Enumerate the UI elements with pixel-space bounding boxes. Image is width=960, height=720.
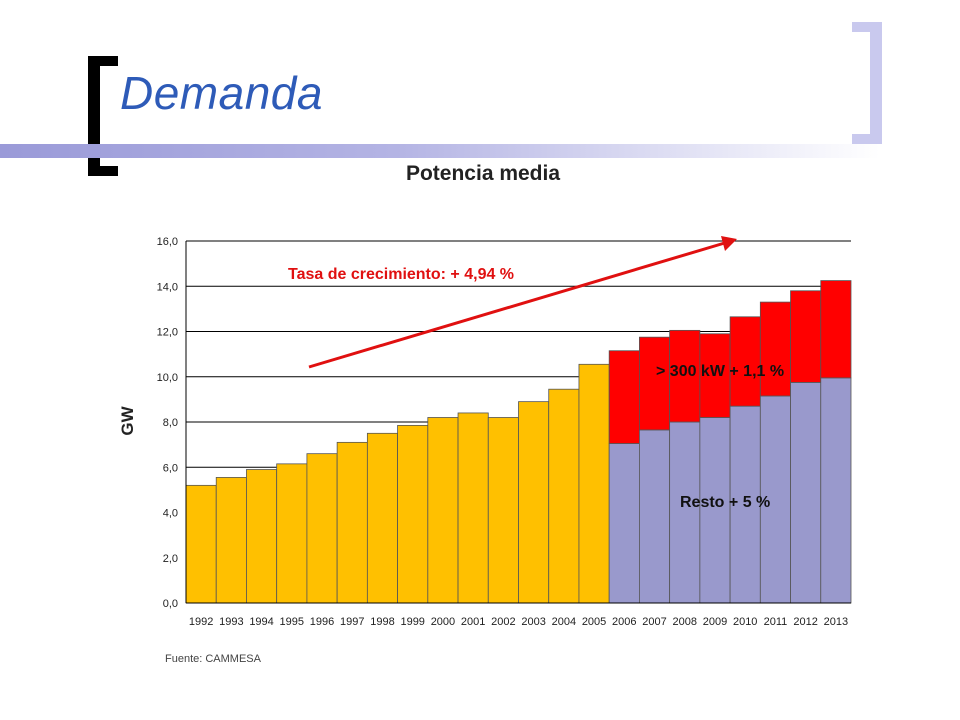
bar-large-users	[669, 329, 701, 423]
bar-large-users	[820, 280, 852, 379]
y-axis-label: GW	[118, 405, 137, 435]
bar-rest	[669, 421, 701, 604]
x-tick-label: 2007	[642, 616, 666, 628]
x-tick-label: 2004	[552, 616, 576, 628]
x-tick-label: 1992	[189, 616, 213, 628]
slide-title: Demanda	[120, 67, 323, 119]
y-tick-label: 14,0	[157, 281, 178, 293]
x-tick-label: 2011	[764, 616, 788, 628]
y-tick-label: 16,0	[157, 236, 178, 248]
bar-rest	[608, 443, 640, 604]
x-tick-label: 2012	[793, 616, 817, 628]
right-bracket-vertical	[870, 22, 882, 144]
x-tick-label: 2010	[733, 616, 757, 628]
x-tick-label: 1999	[400, 616, 424, 628]
x-tick-label: 2008	[673, 616, 697, 628]
x-tick-label: 2001	[461, 616, 485, 628]
growth-arrow-line	[308, 240, 729, 369]
y-tick-label: 12,0	[157, 327, 178, 339]
bar-rest	[759, 395, 791, 604]
bar-rest	[729, 405, 761, 604]
x-tick-label: 2013	[824, 616, 848, 628]
rest-annotation: Resto + 5 %	[680, 494, 770, 511]
bar-total	[487, 417, 519, 604]
growth-rate-annotation: Tasa de crecimiento: + 4,94 %	[288, 266, 514, 283]
bar-total	[578, 363, 610, 604]
y-tick-label: 6,0	[163, 462, 178, 474]
bar-large-users	[729, 316, 761, 407]
y-tick-label: 0,0	[163, 598, 178, 610]
bar-large-users	[639, 336, 671, 431]
bar-total	[427, 417, 459, 604]
bar-large-users	[790, 290, 822, 383]
title-underline-bar	[0, 144, 880, 158]
bar-total	[185, 484, 217, 604]
bar-rest	[699, 417, 731, 604]
bar-total	[518, 401, 550, 604]
chart-title: Potencia media	[405, 162, 561, 185]
right-bracket-bottom	[852, 134, 882, 144]
x-tick-label: 2006	[612, 616, 636, 628]
source-note: Fuente: CAMMESA	[165, 653, 261, 665]
x-tick-label: 1997	[340, 616, 364, 628]
x-tick-label: 1993	[219, 616, 243, 628]
bar-total	[276, 463, 308, 604]
bar-total	[336, 441, 368, 604]
bar-large-users	[759, 301, 791, 397]
bar-large-users	[699, 333, 731, 418]
left-bracket-bottom	[88, 166, 118, 176]
right-bracket-top	[852, 22, 882, 32]
large-users-annotation: > 300 kW + 1,1 %	[656, 363, 784, 380]
x-tick-label: 2002	[491, 616, 515, 628]
bar-total	[215, 477, 247, 604]
bar-total	[548, 388, 580, 604]
bar-total	[366, 432, 398, 604]
bar-total	[306, 453, 338, 604]
bar-total	[246, 469, 278, 604]
x-tick-label: 2003	[521, 616, 545, 628]
growth-arrow-head	[721, 236, 737, 251]
x-tick-label: 2005	[582, 616, 606, 628]
x-tick-label: 1996	[310, 616, 334, 628]
bar-total	[397, 424, 429, 604]
left-bracket-top	[88, 56, 118, 66]
x-tick-label: 1995	[280, 616, 304, 628]
y-tick-label: 4,0	[163, 508, 178, 520]
x-tick-label: 2009	[703, 616, 727, 628]
x-tick-label: 1998	[370, 616, 394, 628]
bar-large-users	[608, 350, 640, 444]
y-tick-label: 2,0	[163, 553, 178, 565]
y-tick-label: 10,0	[157, 372, 178, 384]
x-tick-label: 2000	[431, 616, 455, 628]
bar-rest	[639, 429, 671, 604]
y-tick-label: 8,0	[163, 417, 178, 429]
bar-rest	[790, 382, 822, 604]
x-tick-label: 1994	[249, 616, 273, 628]
bar-total	[457, 412, 489, 604]
bar-rest	[820, 377, 852, 604]
